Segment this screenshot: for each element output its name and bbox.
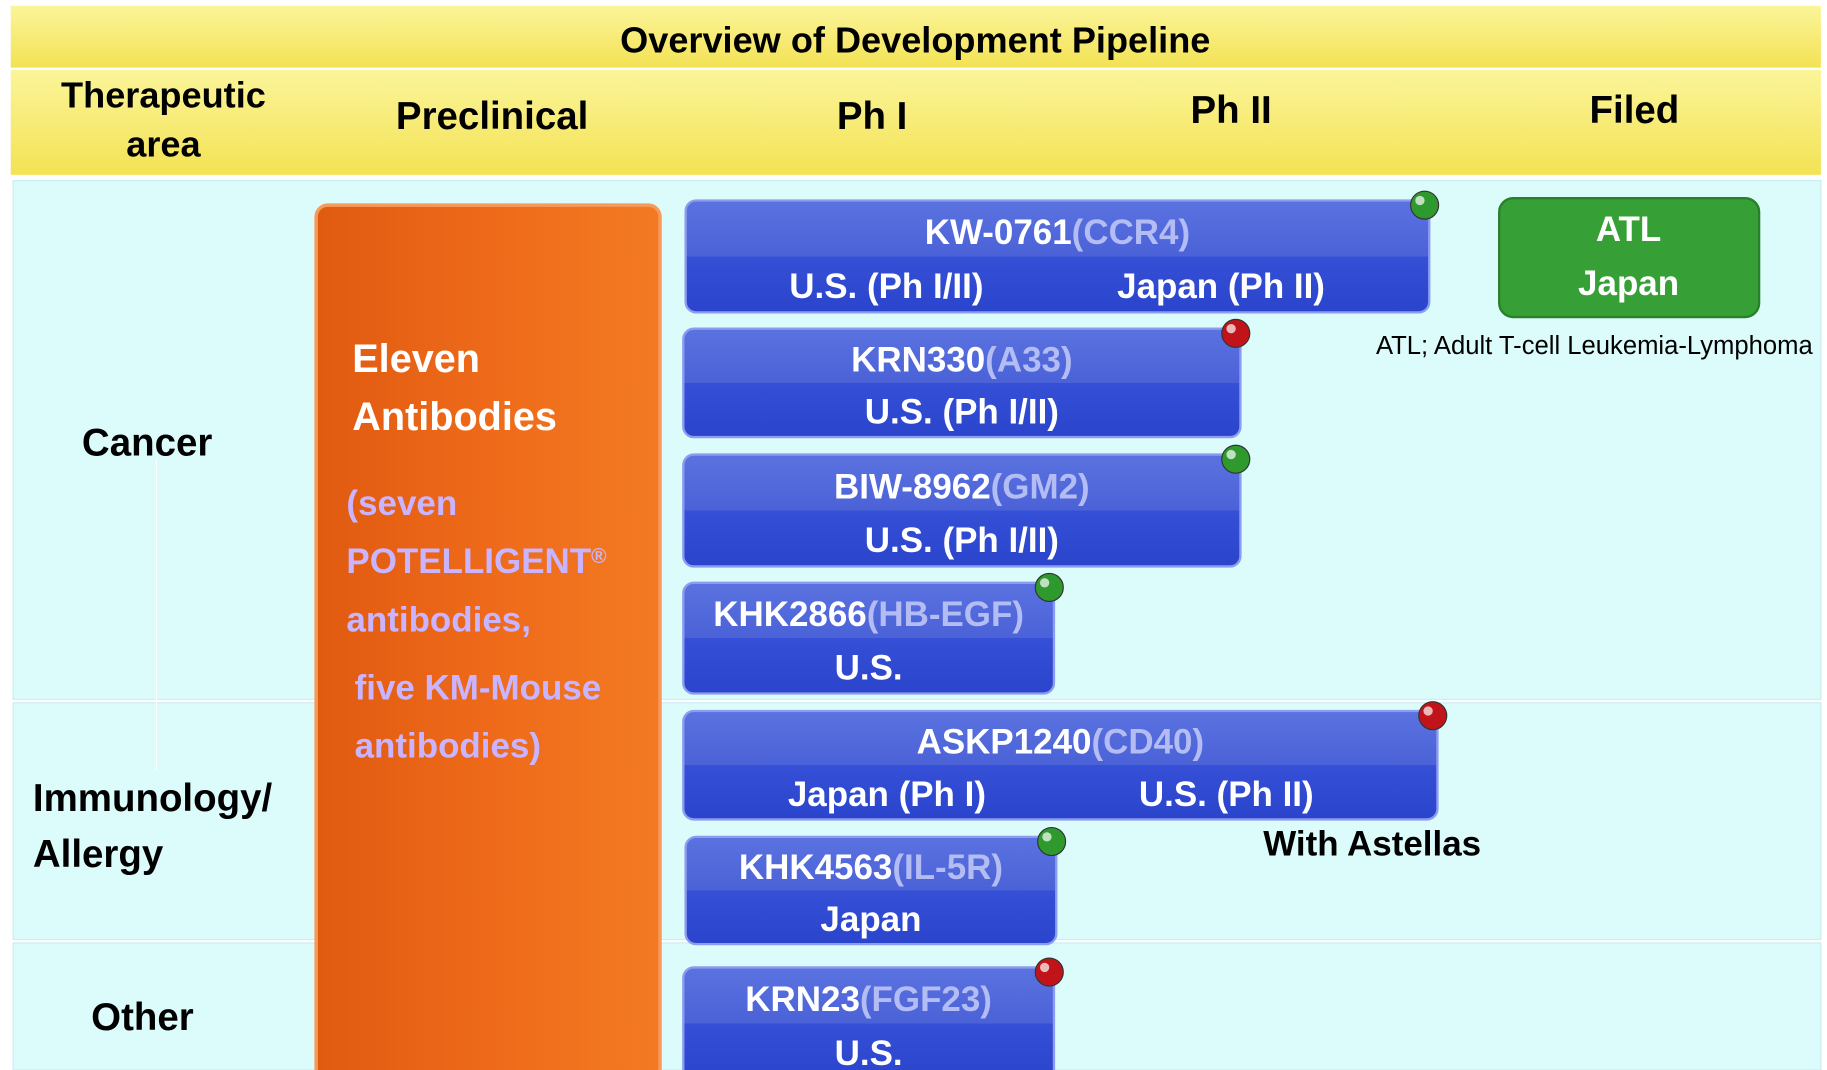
preclinical-heading: Eleven — [352, 337, 480, 381]
status-dot-shine — [1039, 962, 1050, 973]
status-dot — [1034, 957, 1064, 987]
drug-name: KHK2866 — [713, 595, 866, 634]
drug-bar — [682, 581, 1056, 695]
drug-bar — [682, 709, 1439, 821]
status-dot-shine — [1226, 449, 1236, 460]
preclinical-detail: antibodies) — [355, 727, 541, 766]
status-dot — [1410, 190, 1440, 220]
drug-label: ASKP1240(CD40) — [917, 723, 1205, 762]
drug-label: KRN330(A33) — [851, 341, 1072, 380]
drug-bar — [684, 199, 1431, 314]
registered-mark: ® — [591, 545, 607, 568]
status-dot — [1037, 826, 1067, 857]
drug-region: U.S. (Ph I/II) — [865, 393, 1059, 432]
filed-text: ATL — [1596, 210, 1661, 249]
drug-target: (A33) — [985, 341, 1072, 380]
drug-bar — [682, 966, 1056, 1070]
preclinical-heading: Antibodies — [352, 395, 557, 439]
drug-target: (IL-5R) — [892, 848, 1003, 887]
drug-name: ASKP1240 — [917, 723, 1092, 762]
drug-name: KW-0761 — [925, 213, 1072, 252]
header: area — [126, 123, 201, 164]
header: Therapeutic — [61, 74, 266, 115]
drug-bar — [684, 835, 1058, 946]
area-label: Cancer — [82, 421, 212, 464]
drug-label: KHK2866(HB-EGF) — [713, 595, 1024, 634]
header: Filed — [1590, 89, 1680, 132]
footnote: ATL; Adult T-cell Leukemia-Lymphoma — [1376, 332, 1814, 360]
drug-region: U.S. (Ph II) — [1139, 775, 1314, 814]
drug-name: KRN23 — [745, 980, 860, 1019]
drug-target: (FGF23) — [860, 980, 992, 1019]
preclinical-detail: (seven — [346, 484, 457, 523]
status-dot — [1221, 444, 1251, 474]
preclinical-detail: POTELLIGENT — [346, 542, 591, 581]
status-dot — [1034, 572, 1064, 603]
drug-region: Japan (Ph II) — [1117, 267, 1325, 306]
status-dot-shine — [1226, 324, 1236, 334]
header-bar — [10, 69, 1821, 175]
status-dot-shine — [1423, 706, 1433, 716]
title: Overview of Development Pipeline — [620, 20, 1210, 61]
drug-label: KRN23(FGF23) — [745, 980, 992, 1019]
drug-target: (HB-EGF) — [867, 595, 1024, 634]
drug-bars: KW-0761(CCR4) U.S. (Ph I/II) Japan (Ph II)… — [682, 190, 1448, 1070]
preclinical-detail: five KM-Mouse — [355, 668, 602, 707]
drug-target: (CD40) — [1091, 723, 1204, 762]
status-dot — [1418, 701, 1448, 731]
partner-note: With Astellas — [1263, 824, 1481, 863]
header: Preclinical — [396, 95, 588, 138]
area-label: Other — [91, 996, 194, 1039]
status-dot — [1221, 318, 1251, 348]
drug-label: BIW-8962(GM2) — [834, 467, 1090, 506]
drug-region: U.S. (Ph I/II) — [789, 267, 983, 306]
preclinical-detail: antibodies, — [346, 601, 531, 640]
drug-name: KHK4563 — [739, 848, 892, 887]
drug-name: BIW-8962 — [834, 467, 991, 506]
drug-region: Japan (Ph I) — [788, 775, 986, 814]
area-label: Immunology/ — [33, 777, 273, 820]
drug-region: U.S. — [835, 648, 903, 687]
drug-region: Japan — [820, 900, 921, 939]
filed-box — [1498, 196, 1761, 319]
header: Ph I — [837, 95, 908, 138]
drug-target: (GM2) — [991, 467, 1090, 506]
drug-bar — [682, 453, 1242, 568]
status-dot-shine — [1415, 195, 1425, 206]
drug-label: KHK4563(IL-5R) — [739, 848, 1003, 887]
drug-label: KW-0761(CCR4) — [925, 213, 1190, 252]
filed-text: Japan — [1578, 264, 1679, 303]
status-dot-shine — [1042, 832, 1052, 842]
drug-bar — [682, 327, 1242, 439]
preclinical-detail: POTELLIGENT® — [346, 542, 607, 581]
header: Ph II — [1191, 89, 1272, 132]
title-bar — [10, 5, 1821, 68]
drug-target: (CCR4) — [1072, 213, 1190, 252]
area-label: Allergy — [33, 833, 164, 876]
drug-region: U.S. (Ph I/II) — [865, 521, 1059, 560]
drug-region: U.S. — [835, 1034, 903, 1070]
status-dot-shine — [1039, 578, 1050, 588]
preclinical-box — [314, 203, 662, 1070]
drug-name: KRN330 — [851, 341, 985, 380]
